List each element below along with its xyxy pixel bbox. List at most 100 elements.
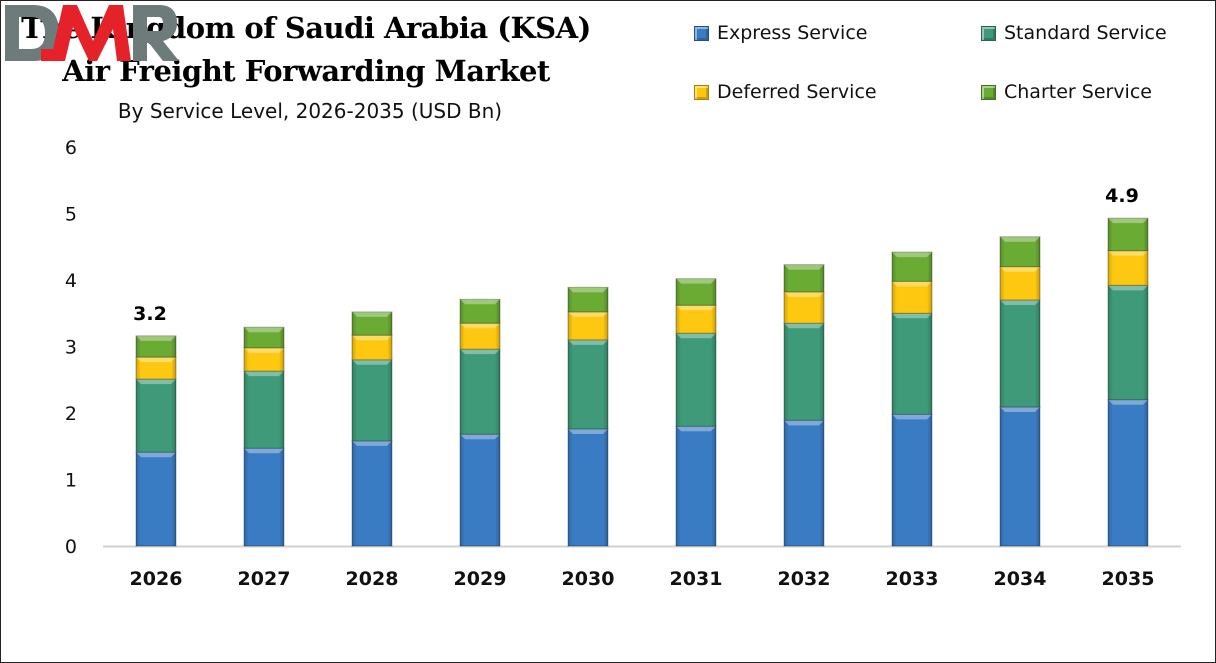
legend-item-standard: Standard Service xyxy=(981,22,1167,44)
bar-bevel xyxy=(460,434,500,440)
bar-shading xyxy=(244,448,284,546)
bar-shading xyxy=(460,349,500,435)
bar-bevel xyxy=(568,339,608,345)
bar-bevel xyxy=(892,281,932,287)
data-label: 3.2 xyxy=(133,303,167,325)
legend-item-deferred: Deferred Service xyxy=(694,81,877,103)
bar-bevel xyxy=(676,426,716,432)
x-tick-label: 2032 xyxy=(778,568,831,590)
bar-bevel xyxy=(244,371,284,377)
bar-shading xyxy=(892,414,932,546)
legend-item-charter: Charter Service xyxy=(981,81,1152,103)
bar-bevel xyxy=(1108,285,1148,291)
bar-shading xyxy=(1108,285,1148,400)
x-tick-label: 2033 xyxy=(886,568,939,590)
bar-shading xyxy=(568,428,608,546)
dmr-logo xyxy=(5,5,179,61)
x-tick-label: 2027 xyxy=(238,568,291,590)
x-tick-label: 2031 xyxy=(670,568,723,590)
bar-shading xyxy=(784,291,824,324)
y-tick-label: 5 xyxy=(65,204,77,226)
bar-shading xyxy=(676,278,716,306)
bar-bevel xyxy=(460,299,500,305)
bar-bevel xyxy=(244,327,284,333)
bar-bevel xyxy=(784,323,824,329)
bar-bevel xyxy=(676,305,716,311)
legend-label: Express Service xyxy=(717,22,868,44)
bar-bevel xyxy=(352,335,392,341)
bar-shading xyxy=(1000,266,1040,300)
bar-bevel xyxy=(136,335,176,341)
bar-shading xyxy=(568,287,608,312)
legend-swatch xyxy=(981,25,996,41)
y-tick-label: 4 xyxy=(65,270,77,292)
bar-bevel xyxy=(136,379,176,385)
x-tick-label: 2030 xyxy=(562,568,615,590)
bar-bevel xyxy=(352,359,392,365)
bar-shading xyxy=(1108,250,1148,286)
bar-shading xyxy=(892,281,932,314)
y-tick-label: 0 xyxy=(65,536,77,558)
legend-item-express: Express Service xyxy=(694,22,867,44)
bar-shading xyxy=(784,323,824,421)
x-tick-label: 2035 xyxy=(1102,568,1155,590)
bar-bevel xyxy=(136,452,176,458)
bar-bevel xyxy=(1000,266,1040,272)
bar-bevel xyxy=(892,313,932,319)
legend-swatch xyxy=(981,84,996,100)
legend-swatch xyxy=(694,84,709,100)
bar-shading xyxy=(136,452,176,546)
chart-subtitle: By Service Level, 2026-2035 (USD Bn) xyxy=(117,99,503,123)
legend-swatch xyxy=(694,25,709,41)
bar-shading xyxy=(460,434,500,546)
bar-shading xyxy=(136,357,176,380)
data-label: 4.9 xyxy=(1105,185,1139,207)
x-tick-label: 2028 xyxy=(346,568,399,590)
bar-bevel xyxy=(676,333,716,339)
bar-bevel xyxy=(1000,236,1040,242)
bar-shading xyxy=(1108,218,1148,251)
bar-bevel xyxy=(244,347,284,353)
bar-bevel xyxy=(1108,399,1148,405)
bar-bevel xyxy=(460,323,500,329)
bar-shading xyxy=(244,371,284,449)
bar-bevel xyxy=(352,440,392,446)
bar-shading xyxy=(460,323,500,350)
bar-shading xyxy=(676,333,716,427)
bar-shading xyxy=(892,252,932,282)
bar-bevel xyxy=(460,349,500,355)
bar-shading xyxy=(676,426,716,546)
bar-bevel xyxy=(568,311,608,317)
bar-bevel xyxy=(1108,250,1148,256)
bar-shading xyxy=(352,359,392,441)
legend-label: Charter Service xyxy=(1004,81,1152,103)
x-tick-label: 2034 xyxy=(994,568,1047,590)
bar-bevel xyxy=(568,428,608,434)
bar-shading xyxy=(568,311,608,340)
bar-bevel xyxy=(1000,407,1040,413)
bar-bevel xyxy=(892,414,932,420)
bar-shading xyxy=(1108,399,1148,546)
bar-bevel xyxy=(892,252,932,258)
bar-shading xyxy=(1000,236,1040,267)
bar-shading xyxy=(460,299,500,324)
bar-shading xyxy=(1000,407,1040,546)
bar-shading xyxy=(136,379,176,453)
legend-label: Standard Service xyxy=(1004,22,1167,44)
x-tick-label: 2026 xyxy=(130,568,183,590)
bar-bevel xyxy=(784,264,824,270)
bar-shading xyxy=(784,264,824,292)
bar-shading xyxy=(136,335,176,358)
y-tick-label: 3 xyxy=(65,337,77,359)
x-tick-label: 2029 xyxy=(454,568,507,590)
y-tick-label: 6 xyxy=(65,137,77,159)
bar-shading xyxy=(892,313,932,415)
bar-bevel xyxy=(244,448,284,454)
bar-shading xyxy=(676,305,716,334)
bar-shading xyxy=(244,327,284,348)
legend-label: Deferred Service xyxy=(717,81,877,103)
bar-shading xyxy=(352,440,392,546)
bar-shading xyxy=(784,420,824,546)
